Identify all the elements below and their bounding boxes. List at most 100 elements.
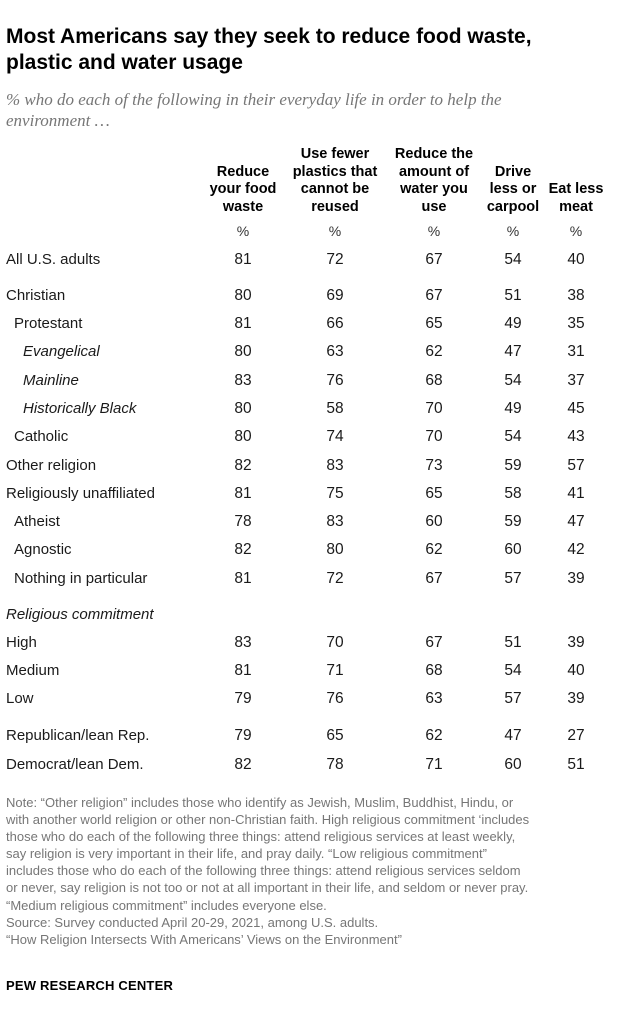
row-label: Atheist	[14, 513, 60, 530]
data-cell: 49	[504, 315, 522, 332]
data-cell: 81	[234, 662, 252, 679]
data-cell: 57	[504, 690, 522, 707]
column-header-line: Reduce	[216, 163, 270, 180]
chart-title: Most Americans say they seek to reduce f…	[6, 24, 606, 76]
data-cell: 65	[326, 727, 344, 744]
data-cell: 67	[425, 251, 443, 268]
data-cell: 39	[567, 690, 585, 707]
column-header-line: water you	[400, 181, 468, 197]
column-header-line: carpool	[486, 198, 540, 215]
data-cell: 59	[504, 457, 522, 474]
row-label: Medium	[6, 662, 60, 679]
data-cell: 78	[234, 513, 252, 530]
data-cell: 62	[425, 343, 443, 360]
data-cell: 63	[425, 690, 443, 707]
column-header-line: meat	[559, 198, 593, 215]
data-cell: 49	[504, 400, 522, 417]
row-label: Republican/lean Rep.	[6, 727, 150, 744]
data-cell: 70	[326, 634, 344, 651]
data-cell: 57	[504, 570, 522, 587]
column-header-line: Use fewer	[300, 146, 370, 162]
data-cell: 40	[567, 662, 585, 679]
data-cell: 37	[567, 372, 585, 389]
row-label: Nothing in particular	[14, 570, 148, 587]
data-cell: 80	[326, 541, 344, 558]
data-cell: 70	[425, 400, 443, 417]
data-cell: 82	[234, 756, 252, 773]
data-cell: 81	[234, 315, 252, 332]
data-cell: 38	[567, 287, 585, 304]
data-cell: 62	[425, 541, 443, 558]
data-cell: 51	[504, 287, 522, 304]
data-cell: 59	[504, 513, 522, 530]
column-header-line: cannot be	[300, 181, 370, 197]
percent-unit-label: %	[236, 223, 250, 239]
data-cell: 71	[326, 662, 344, 679]
data-cell: 80	[234, 428, 252, 445]
column-header-line: use	[421, 198, 447, 215]
data-cell: 35	[567, 315, 585, 332]
column-header-line: your food	[209, 181, 277, 197]
data-cell: 57	[567, 457, 585, 474]
data-cell: 60	[425, 513, 443, 530]
data-cell: 45	[567, 400, 585, 417]
data-cell: 70	[425, 428, 443, 445]
data-cell: 75	[326, 485, 344, 502]
data-cell: 83	[234, 372, 252, 389]
column-header-line: Reduce the	[394, 146, 474, 162]
data-cell: 47	[504, 727, 522, 744]
data-cell: 58	[326, 400, 344, 417]
data-cell: 54	[504, 251, 522, 268]
percent-unit-label: %	[427, 223, 441, 239]
column-header: Drive less or carpool	[458, 164, 568, 217]
row-label: Low	[6, 690, 34, 707]
percent-unit-label: %	[506, 223, 520, 239]
data-cell: 81	[234, 570, 252, 587]
data-cell: 71	[425, 756, 443, 773]
data-cell: 68	[425, 372, 443, 389]
chart-note: Note: “Other religion” includes those wh…	[6, 794, 616, 948]
data-cell: 67	[425, 634, 443, 651]
data-cell: 73	[425, 457, 443, 474]
column-header-line: waste	[222, 198, 264, 215]
row-label: Historically Black	[23, 400, 137, 417]
section-label: Religious commitment	[6, 606, 154, 623]
note-line: “Medium religious commitment” includes e…	[6, 897, 327, 913]
column-header: Reduce the amount of water you use	[379, 146, 489, 216]
data-cell: 82	[234, 541, 252, 558]
data-cell: 81	[234, 251, 252, 268]
row-label: Evangelical	[23, 343, 100, 360]
data-cell: 69	[326, 287, 344, 304]
data-cell: 83	[326, 457, 344, 474]
row-label: Other religion	[6, 457, 97, 474]
data-cell: 40	[567, 251, 585, 268]
column-header-line: amount of	[398, 163, 470, 180]
data-cell: 79	[234, 690, 252, 707]
data-cell: 72	[326, 570, 344, 587]
data-cell: 51	[567, 756, 585, 773]
data-cell: 65	[425, 485, 443, 502]
data-cell: 27	[567, 727, 585, 744]
column-header: Reduce your food waste	[188, 164, 298, 217]
pew-research-center-logo: PEW RESEARCH CENTER	[6, 978, 174, 993]
note-line: say religion is very important in their …	[6, 846, 487, 862]
data-cell: 58	[504, 485, 522, 502]
data-cell: 47	[504, 343, 522, 360]
row-label: Catholic	[14, 428, 69, 445]
data-cell: 63	[326, 343, 344, 360]
title-line: plastic and water usage	[6, 51, 243, 74]
data-cell: 54	[504, 662, 522, 679]
data-cell: 80	[234, 400, 252, 417]
row-label: Agnostic	[14, 541, 72, 558]
data-cell: 54	[504, 428, 522, 445]
data-cell: 78	[326, 756, 344, 773]
data-cell: 31	[567, 343, 585, 360]
column-header-line: less or	[489, 181, 537, 197]
data-cell: 80	[234, 343, 252, 360]
source-line: Source: Survey conducted April 20-29, 20…	[6, 914, 379, 930]
data-cell: 83	[234, 634, 252, 651]
row-label: Mainline	[23, 372, 79, 389]
column-header-line: reused	[311, 198, 359, 215]
row-label: All U.S. adults	[6, 251, 101, 268]
data-cell: 67	[425, 570, 443, 587]
